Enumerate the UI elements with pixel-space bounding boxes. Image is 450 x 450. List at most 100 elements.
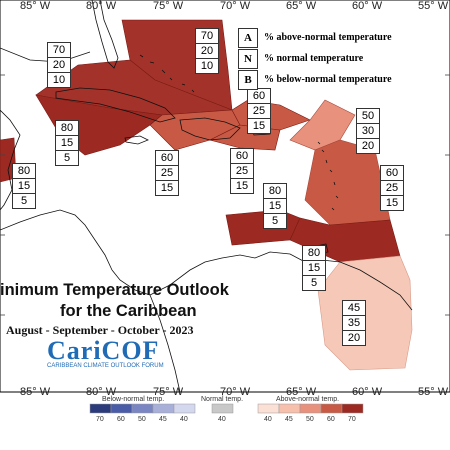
- prob-box-bahamas: 70 20 10: [195, 28, 219, 74]
- prob-below: 20: [347, 332, 361, 344]
- legend-tick: 70: [348, 416, 356, 423]
- prob-below: 5: [271, 215, 279, 227]
- legend-below-45: [152, 403, 175, 414]
- prob-below: 15: [385, 197, 399, 209]
- prob-above: 70: [196, 29, 218, 44]
- legend-tick: 45: [285, 416, 293, 423]
- prob-normal: 30: [357, 124, 379, 139]
- prob-normal: 35: [343, 316, 365, 331]
- prob-normal: 15: [13, 179, 35, 194]
- prob-above: 70: [48, 43, 70, 58]
- legend-above-45: [278, 403, 301, 414]
- prob-above: 80: [13, 164, 35, 179]
- legend-tick: 70: [96, 416, 104, 423]
- prob-above: 45: [343, 301, 365, 316]
- lon-label-60w-bottom: 60° W: [352, 386, 383, 398]
- legend-below-70: [89, 403, 112, 414]
- lon-label-55w-bottom: 55° W: [418, 386, 449, 398]
- key-text: % above-normal temperature: [264, 32, 392, 43]
- prob-normal: 25: [156, 166, 178, 181]
- prob-normal: 15: [303, 261, 325, 276]
- legend-below-40: [173, 403, 196, 414]
- prob-normal: 20: [196, 44, 218, 59]
- prob-below: 10: [200, 60, 214, 72]
- lon-label-70w: 70° W: [220, 0, 251, 12]
- map-title: inimum Temperature Outlook: [0, 281, 229, 299]
- prob-above: 80: [303, 246, 325, 261]
- prob-below: 20: [361, 140, 375, 152]
- prob-above: 60: [231, 149, 253, 164]
- legend-tick: 60: [117, 416, 125, 423]
- lon-label-65w-bottom: 65° W: [286, 386, 317, 398]
- prob-above: 60: [248, 89, 270, 104]
- legend-above-title: Above-normal temp.: [276, 396, 340, 403]
- map-subtitle: for the Caribbean: [60, 302, 197, 320]
- legend-tick: 60: [327, 416, 335, 423]
- prob-normal: 25: [381, 181, 403, 196]
- prob-above: 60: [156, 151, 178, 166]
- lon-label-55w: 55° W: [418, 0, 449, 12]
- legend-above-50: [299, 403, 322, 414]
- prob-below: 15: [160, 182, 174, 194]
- legend-above-70: [341, 403, 364, 414]
- prob-box-hispaniola-east: 60 25 15: [230, 148, 254, 194]
- legend-above-60: [320, 403, 343, 414]
- prob-below: 5: [20, 195, 28, 207]
- prob-below: 10: [52, 74, 66, 86]
- legend-normal-title: Normal temp.: [201, 396, 244, 403]
- lon-label-75w: 75° W: [153, 0, 184, 12]
- legend-tick: 40: [218, 416, 226, 423]
- legend-below-50: [131, 403, 154, 414]
- key-row-above: A % above-normal temperature: [238, 27, 392, 48]
- probability-key: A % above-normal temperature N % normal …: [238, 27, 392, 90]
- prob-below: 5: [63, 152, 71, 164]
- key-text: % below-normal temperature: [264, 74, 392, 85]
- prob-above: 80: [264, 184, 286, 199]
- legend-below-title: Below-normal temp.: [102, 396, 165, 403]
- key-row-normal: N % normal temperature: [238, 48, 392, 69]
- legend-below-60: [110, 403, 133, 414]
- legend-tick: 50: [306, 416, 314, 423]
- logo-name: CariCOF: [47, 336, 160, 365]
- legend-tick: 50: [138, 416, 146, 423]
- prob-below: 15: [252, 120, 266, 132]
- prob-box-cuba-north: 70 20 10: [47, 42, 71, 88]
- lon-label-80w: 80° W: [86, 0, 117, 12]
- lon-label-75w-bottom: 75° W: [153, 386, 184, 398]
- prob-below: 15: [235, 180, 249, 192]
- prob-box-trinidad: 80 15 5: [302, 245, 326, 291]
- prob-box-guianas: 45 35 20: [342, 300, 366, 346]
- key-letter-box: B: [238, 69, 258, 90]
- prob-box-hispaniola-west: 60 25 15: [155, 150, 179, 196]
- prob-normal: 15: [56, 136, 78, 151]
- prob-normal: 20: [48, 58, 70, 73]
- prob-box-leeward: 50 30 20: [356, 108, 380, 154]
- coastlines: [0, 0, 413, 393]
- legend-above-40: [257, 403, 280, 414]
- key-letter-box: N: [238, 48, 258, 69]
- legend-tick: 40: [264, 416, 272, 423]
- prob-normal: 25: [231, 164, 253, 179]
- legend-bars: [89, 403, 364, 414]
- logo-subtitle: CARIBBEAN CLIMATE OUTLOOK FORUM: [47, 363, 164, 369]
- legend-tick: 40: [180, 416, 188, 423]
- key-row-below: B % below-normal temperature: [238, 69, 392, 90]
- prob-normal: 25: [248, 104, 270, 119]
- legend-tick: 45: [159, 416, 167, 423]
- prob-normal: 15: [264, 199, 286, 214]
- lon-label-60w: 60° W: [352, 0, 383, 12]
- forecast-period: August - September - October - 2023: [6, 323, 194, 337]
- prob-above: 60: [381, 166, 403, 181]
- prob-box-jamaica: 80 15 5: [263, 183, 287, 229]
- prob-above: 80: [56, 121, 78, 136]
- lon-label-80w-bottom: 80° W: [86, 386, 117, 398]
- prob-below: 5: [310, 277, 318, 289]
- prob-box-puerto-rico: 60 25 15: [247, 88, 271, 134]
- prob-box-cuba-south: 80 15 5: [55, 120, 79, 166]
- latitude-ticks: [0, 74, 450, 316]
- caricof-logo: CariCOF CARIBBEAN CLIMATE OUTLOOK FORUM: [47, 336, 164, 370]
- key-text: % normal temperature: [264, 53, 364, 64]
- legend-normal-40: [211, 403, 234, 414]
- lon-label-65w: 65° W: [286, 0, 317, 12]
- lon-label-85w: 85° W: [20, 0, 51, 12]
